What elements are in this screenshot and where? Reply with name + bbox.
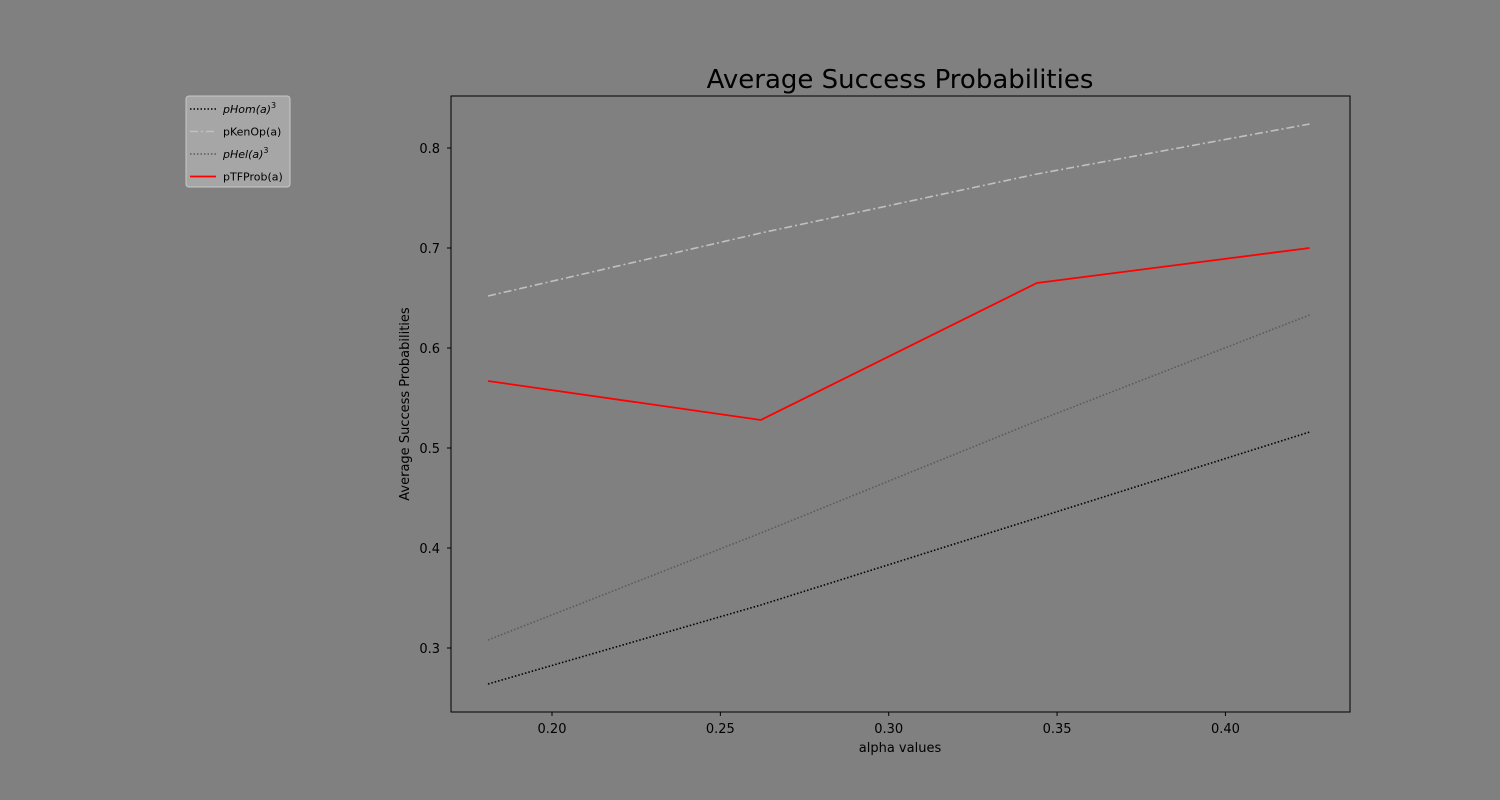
x-tick-label: 0.30 [874,722,903,737]
x-axis-label: alpha values [859,741,942,756]
chart-title: Average Success Probabilities [707,65,1094,95]
legend-items: pHom(a)3 pKenOp(a) pHel(a)3 pTFProb(a) [190,101,283,184]
y-tick-label: 0.7 [419,242,440,257]
x-tick-label: 0.40 [1211,722,1240,737]
series-line-2 [487,314,1310,641]
y-tick-label: 0.6 [419,342,440,357]
y-tick-label: 0.4 [419,542,440,557]
series-layer [487,123,1310,685]
y-tick-label: 0.5 [419,442,440,457]
series-line-3 [487,247,1310,421]
legend-label-0: pHom(a)3 [222,101,276,116]
legend-label-2: pHel(a)3 [222,146,269,161]
legend-label-3: pTFProb(a) [223,171,283,184]
y-axis-ticks: 0.3 0.4 0.5 0.6 0.7 0.8 [419,142,451,657]
legend-frame [185,95,291,188]
y-tick-label: 0.8 [419,142,440,157]
x-tick-label: 0.20 [538,722,567,737]
x-axis-ticks: 0.20 0.25 0.30 0.35 0.40 [538,712,1240,737]
legend: pHom(a)3 pKenOp(a) pHel(a)3 pTFProb(a) [185,95,291,188]
plot-area: 0.20 0.25 0.30 0.35 0.40 0.3 0.4 0.5 0.6 0.7 0.8 [419,95,1351,737]
x-tick-label: 0.25 [706,722,735,737]
y-tick-label: 0.3 [419,642,440,657]
x-tick-label: 0.35 [1043,722,1072,737]
legend-label-1: pKenOp(a) [223,126,281,139]
series-line-1 [487,123,1310,297]
y-axis-label: Average Success Probabilities [398,307,413,501]
axes-frame [450,95,1351,713]
